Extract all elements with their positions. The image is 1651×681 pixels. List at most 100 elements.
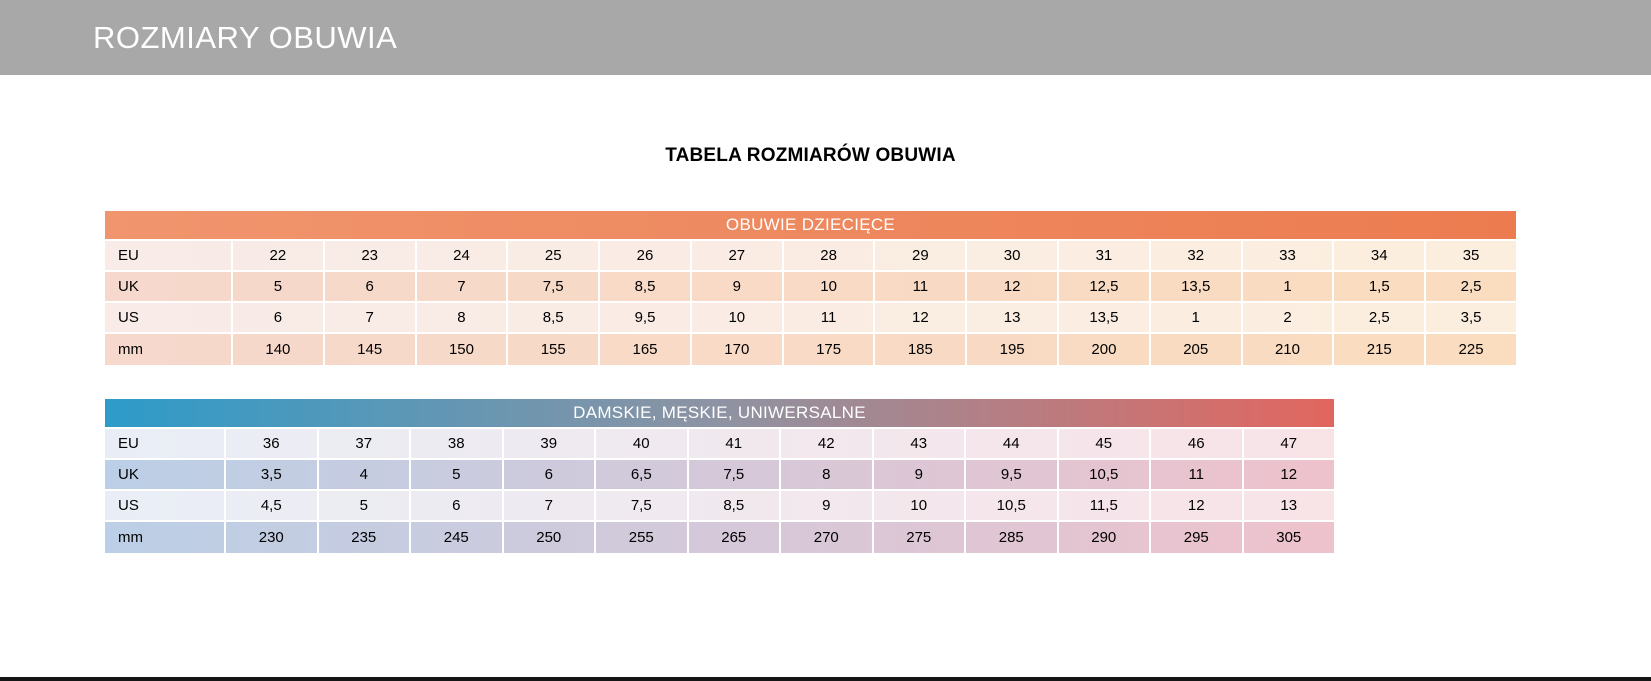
size-cell: 255: [596, 522, 689, 553]
size-cell: 7: [504, 491, 596, 520]
children-table-header: OBUWIE DZIECIĘCE: [105, 211, 1516, 241]
size-cell: 37: [319, 429, 411, 458]
size-cell: 33: [1243, 241, 1335, 270]
size-cell: 39: [504, 429, 596, 458]
adult-table-header: DAMSKIE, MĘSKIE, UNIWERSALNE: [105, 399, 1334, 429]
size-cell: 5: [411, 460, 504, 489]
size-row-eu: EU 22 23 24 25 26 27 28 29 30 31 32 33 34 35: [105, 241, 1516, 272]
size-cell: 10: [874, 491, 966, 520]
size-cell: 30: [967, 241, 1060, 270]
row-label-us: US: [105, 491, 226, 520]
size-cell: 235: [319, 522, 411, 553]
size-cell: 35: [1462, 247, 1480, 264]
row-label-mm: mm: [105, 334, 233, 365]
size-cell: 41: [689, 429, 781, 458]
children-size-table: OBUWIE DZIECIĘCE EU 22 23 24 25 26 27 28 29 30 31 3…: [105, 211, 1516, 365]
size-row-mm: mm 230 235 245 250 255 265 270 275 285 290 295 305: [105, 522, 1334, 553]
size-cell: 36: [226, 429, 319, 458]
size-row-uk: UK 5 6 7 7,5 8,5 9 10 11 12 12,5 13,5 1 1,5 2,5: [105, 272, 1516, 303]
size-cell: 270: [781, 522, 874, 553]
size-cell: 10,5: [1059, 460, 1151, 489]
size-cell: 7: [417, 272, 509, 301]
adult-table-body: EU 36 37 38 39 40 41 42 43 44 45 46 47 UK 3,5 4 5 6 6,5 7,5…: [105, 429, 1334, 553]
children-table-body: EU 22 23 24 25 26 27 28 29 30 31 32 33 34 35 UK 5 6 7 7,5 8,…: [105, 241, 1516, 365]
size-cell: 7,5: [689, 460, 781, 489]
size-cell: 34: [1334, 241, 1427, 270]
size-cell: 275: [874, 522, 966, 553]
row-label-eu: EU: [105, 241, 233, 270]
size-cell: 8: [417, 303, 509, 332]
size-row-eu: EU 36 37 38 39 40 41 42 43 44 45 46 47: [105, 429, 1334, 460]
top-banner: ROZMIARY OBUWIA: [0, 0, 1651, 75]
size-cell: 8,5: [689, 491, 781, 520]
size-cell: 31: [1059, 241, 1151, 270]
size-cell: 28: [784, 241, 876, 270]
size-cell: 155: [508, 334, 601, 365]
size-cell: 6: [411, 491, 504, 520]
row-label-uk: UK: [105, 460, 226, 489]
size-cell: 23: [325, 241, 417, 270]
size-cell: 42: [781, 429, 874, 458]
size-cell: 8,5: [600, 272, 692, 301]
size-cell: 13,5: [1151, 272, 1243, 301]
size-cell: 200: [1059, 334, 1151, 365]
size-cell: 6: [504, 460, 596, 489]
size-cell: 4,5: [226, 491, 319, 520]
size-cell: 1: [1243, 272, 1335, 301]
row-label-us: US: [105, 303, 233, 332]
size-cell: 11: [1151, 460, 1244, 489]
size-cell: 2,5: [1460, 278, 1482, 295]
size-cell: 11: [784, 303, 876, 332]
size-cell: 245: [411, 522, 504, 553]
size-cell: 12: [967, 272, 1060, 301]
size-cell: 145: [325, 334, 417, 365]
size-cell: 46: [1151, 429, 1244, 458]
size-cell: 13: [1280, 497, 1298, 514]
size-row-us: US 4,5 5 6 7 7,5 8,5 9 10 10,5 11,5 12 13: [105, 491, 1334, 522]
size-cell: 9: [692, 272, 784, 301]
size-cell: 9,5: [600, 303, 692, 332]
size-cell: 1,5: [1334, 272, 1427, 301]
size-cell: 265: [689, 522, 781, 553]
size-cell: 43: [874, 429, 966, 458]
size-cell: 210: [1243, 334, 1335, 365]
size-row-uk: UK 3,5 4 5 6 6,5 7,5 8 9 9,5 10,5 11 12: [105, 460, 1334, 491]
adult-size-table: DAMSKIE, MĘSKIE, UNIWERSALNE EU 36 37 38 39 4…: [105, 399, 1334, 553]
size-cell: 11,5: [1059, 491, 1151, 520]
size-cell: 285: [966, 522, 1059, 553]
size-cell: 7,5: [508, 272, 601, 301]
size-cell: 25: [508, 241, 601, 270]
page-title: TABELA ROZMIARÓW OBUWIA: [665, 145, 956, 166]
size-cell: 7,5: [596, 491, 689, 520]
size-cell: 8: [781, 460, 874, 489]
size-cell: 165: [600, 334, 692, 365]
size-cell: 9: [874, 460, 966, 489]
size-cell: 3,5: [1460, 309, 1482, 326]
size-row-us: US 6 7 8 8,5 9,5 10 11 12 13 13,5 1 2 2,5 3,5: [105, 303, 1516, 334]
size-cell: 40: [596, 429, 689, 458]
size-cell: 26: [600, 241, 692, 270]
size-cell: 5: [319, 491, 411, 520]
size-cell: 170: [692, 334, 784, 365]
row-label-eu: EU: [105, 429, 226, 458]
size-cell: 185: [875, 334, 968, 365]
size-cell: 47: [1280, 435, 1298, 452]
size-cell: 5: [233, 272, 325, 301]
size-cell: 27: [692, 241, 784, 270]
size-cell: 9,5: [966, 460, 1059, 489]
size-cell: 290: [1059, 522, 1151, 553]
size-cell: 13: [967, 303, 1060, 332]
size-cell: 12,5: [1059, 272, 1151, 301]
size-cell: 45: [1059, 429, 1151, 458]
size-cell: 2,5: [1334, 303, 1427, 332]
size-cell: 2: [1243, 303, 1335, 332]
size-cell: 225: [1458, 341, 1484, 358]
size-cell: 22: [233, 241, 325, 270]
size-cell: 1: [1151, 303, 1243, 332]
size-cell: 305: [1276, 529, 1302, 546]
size-cell: 11: [875, 272, 968, 301]
size-cell: 250: [504, 522, 596, 553]
row-label-uk: UK: [105, 272, 233, 301]
size-cell: 7: [325, 303, 417, 332]
